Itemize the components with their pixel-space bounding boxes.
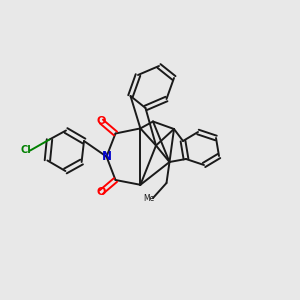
Text: O: O [97, 116, 106, 127]
Text: Me: Me [143, 194, 154, 203]
Text: Cl: Cl [21, 145, 32, 155]
Text: N: N [101, 150, 112, 163]
Text: O: O [97, 187, 106, 197]
